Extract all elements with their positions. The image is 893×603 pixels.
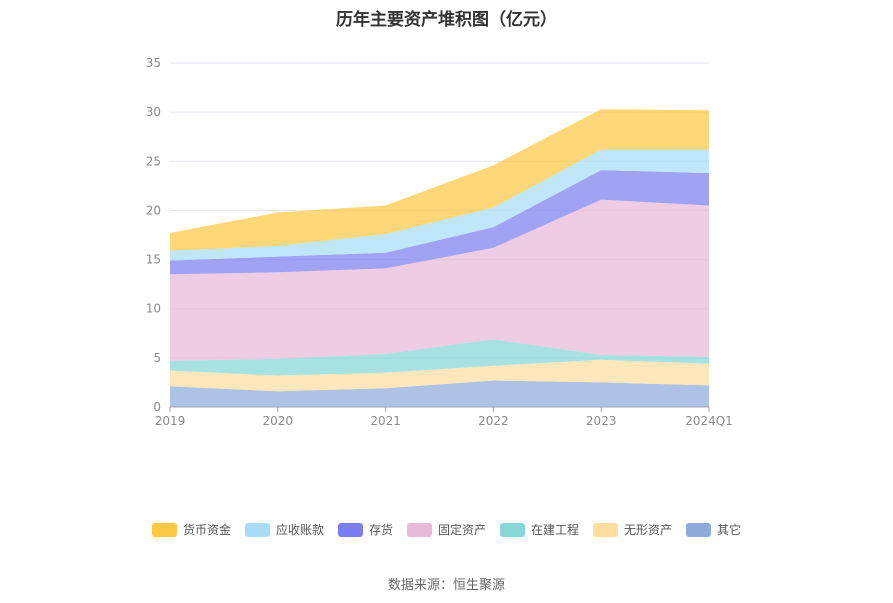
area-series [170, 199, 709, 361]
area-series [170, 149, 709, 261]
legend-swatch [151, 522, 177, 537]
legend-swatch [593, 522, 619, 537]
legend-swatch [686, 522, 712, 537]
legend-item[interactable]: 无形资产 [593, 521, 672, 538]
area-series [170, 170, 709, 275]
y-tick-label: 35 [146, 56, 161, 70]
y-tick-label: 0 [153, 400, 161, 414]
legend-label: 存货 [368, 523, 393, 537]
area-series [170, 109, 709, 251]
legend-label: 在建工程 [531, 523, 580, 537]
legend-label: 货币资金 [182, 523, 231, 537]
x-tick-label: 2022 [478, 414, 509, 428]
legend-item[interactable]: 固定资产 [406, 521, 486, 538]
y-tick-label: 15 [146, 253, 161, 267]
legend-swatch [244, 522, 270, 537]
area-series [170, 339, 709, 376]
area-series [170, 380, 709, 407]
y-tick-label: 25 [146, 154, 161, 168]
x-tick-label: 2020 [263, 414, 294, 428]
legend-label: 无形资产 [624, 523, 673, 537]
y-tick-label: 20 [146, 203, 161, 217]
legend-label: 固定资产 [437, 523, 486, 537]
x-tick-label: 2024Q1 [685, 414, 733, 428]
data-source: 数据来源：恒生聚源 [387, 578, 505, 593]
chart-legend: 货币资金 应收账款 存货 固定资产 在建工程 无形资产 其它 [0, 521, 893, 538]
legend-label: 应收账款 [275, 523, 324, 537]
legend-item[interactable]: 在建工程 [500, 521, 579, 538]
chart-title: 历年主要资产堆积图（亿元） [336, 10, 557, 30]
y-tick-label: 30 [146, 105, 161, 119]
x-tick-label: 2023 [586, 414, 617, 428]
legend-item[interactable]: 存货 [337, 521, 393, 538]
area-series [170, 359, 709, 392]
legend-item[interactable]: 应收账款 [244, 521, 324, 538]
y-tick-label: 10 [146, 302, 161, 316]
legend-swatch [500, 522, 525, 537]
x-tick-label: 2021 [370, 414, 401, 428]
legend-swatch [337, 522, 363, 537]
legend-label: 其它 [717, 523, 742, 537]
legend-swatch [406, 522, 432, 537]
x-tick-label: 2019 [155, 414, 186, 428]
y-tick-label: 5 [153, 351, 161, 365]
legend-item[interactable]: 货币资金 [151, 521, 231, 538]
legend-item[interactable]: 其它 [686, 521, 741, 538]
